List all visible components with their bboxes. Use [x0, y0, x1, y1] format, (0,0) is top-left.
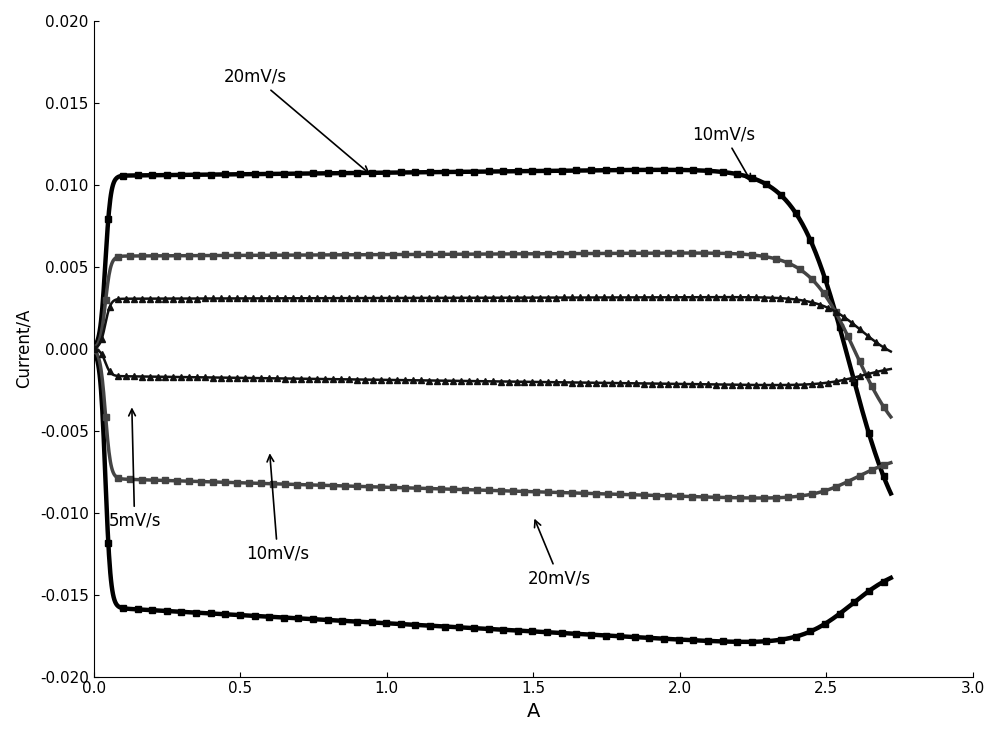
Text: 20mV/s: 20mV/s [223, 68, 369, 173]
Y-axis label: Current/A: Current/A [15, 309, 33, 389]
Text: 10mV/s: 10mV/s [246, 455, 309, 562]
Text: 20mV/s: 20mV/s [527, 520, 591, 587]
Text: 5mV/s: 5mV/s [108, 409, 161, 530]
Text: 10mV/s: 10mV/s [692, 125, 755, 181]
X-axis label: A: A [527, 702, 540, 721]
